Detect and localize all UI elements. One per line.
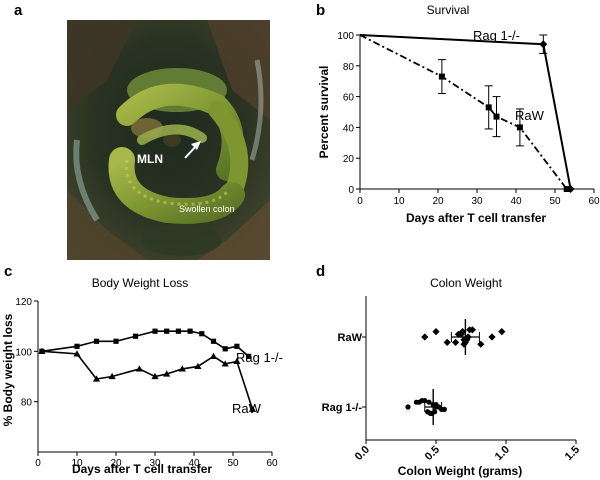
survival-point [563,186,570,192]
bw-point [132,333,139,339]
panel-letter-c: c [4,263,13,280]
survival-x-tick-label: 10 [393,196,405,207]
survival-y-tick-label: 100 [337,31,354,42]
bw-point [73,350,81,357]
bw-x-tick-label: 0 [35,458,41,469]
survival-y-tick-label: 0 [348,185,354,196]
bw-x-tick-label: 50 [227,458,239,469]
survival-point [493,113,500,120]
cw-point [422,398,428,404]
survival-y-tick-label: 20 [343,154,355,165]
survival-series-label-raw: RaW [515,108,545,123]
bw-point [164,328,170,334]
survival-point [438,73,445,80]
bw-point [152,328,158,334]
panel-letter-b: b [316,2,326,19]
survival-series-label-rag: Rag 1-/- [473,28,520,43]
bw-point [209,352,218,359]
cw-point [488,333,496,341]
swollen-colon-label: Swollen colon [179,204,235,214]
bw-point [38,347,46,354]
cw-x-tick-label: 0.5 [423,444,442,463]
bw-point [113,338,119,344]
bw-point [233,357,241,364]
bw-point [178,365,186,372]
survival-point [539,40,548,49]
bw-point [210,338,217,344]
cw-point [426,399,432,405]
cw-point [416,399,422,405]
panel-letter-d: d [316,263,326,280]
bw-y-tick-label: 100 [15,347,32,358]
cw-point [443,338,451,346]
cw-point [468,326,476,334]
cw-category-rag: Rag 1-/- [322,402,363,414]
survival-point [485,104,492,111]
cw-point [425,409,431,415]
cw-point [452,338,460,346]
bw-xlabel: Days after T cell transfer [72,462,212,476]
survival-x-tick-label: 40 [510,196,522,207]
cw-x-tick-label: 1.0 [493,444,512,463]
survival-title: Survival [427,3,470,17]
survival-y-tick-label: 40 [343,123,355,134]
bw-point [194,362,202,370]
bw-y-tick-label: 80 [21,398,33,409]
bw-series-label-raw: RaW [232,401,262,416]
bw-point [221,360,229,367]
bw-point [93,338,100,344]
bw-point [151,372,159,380]
survival-x-tick-label: 30 [471,196,483,207]
bw-point [163,370,171,377]
bw-point [222,346,228,352]
bw-title: Body Weight Loss [92,276,189,290]
bw-ylabel: % Body weight loss [1,313,15,426]
survival-xlabel: Days after T cell transfer [406,211,546,225]
bw-point [187,328,193,334]
cw-point [421,333,429,341]
cw-x-tick-label: 0.0 [353,444,372,463]
bw-x-tick-label: 10 [71,458,83,469]
bw-point [135,365,143,372]
bw-x-tick-label: 30 [149,458,161,469]
bw-point [108,372,116,380]
cw-point [459,328,467,336]
survival-ylabel: Percent survival [317,66,331,159]
bw-point [92,375,101,382]
bw-x-tick-label: 40 [188,458,200,469]
survival-x-tick-label: 60 [588,196,600,207]
colon-photograph: MLN Swollen colon [67,20,270,260]
bw-point [74,343,80,349]
cw-x-tick-label: 1.5 [563,444,582,463]
bw-x-tick-label: 60 [266,458,278,469]
cw-title: Colon Weight [430,276,502,290]
bw-y-tick-label: 120 [15,297,32,308]
survival-point [516,124,523,131]
bw-point [199,331,205,337]
cw-xlabel: Colon Weight (grams) [398,464,522,478]
survival-y-tick-label: 80 [343,62,355,73]
survival-x-tick-label: 50 [549,196,561,207]
survival-x-tick-label: 0 [357,196,363,207]
bw-point [175,328,181,334]
bw-point [234,343,240,349]
survival-x-tick-label: 20 [432,196,444,207]
bw-point [248,405,257,412]
bw-series-label-rag: Rag 1-/- [236,350,283,365]
survival-line-raw [359,34,568,190]
survival-y-tick-label: 60 [343,93,355,104]
bw-x-tick-label: 20 [110,458,122,469]
bw-point [246,353,252,359]
cw-point [405,404,411,410]
cw-category-raw: RaW [338,332,363,344]
cw-point [477,340,485,348]
mln-label: MLN [137,152,163,166]
cw-point [432,328,440,336]
cw-point [498,328,506,336]
panel-letter-a: a [14,2,23,19]
